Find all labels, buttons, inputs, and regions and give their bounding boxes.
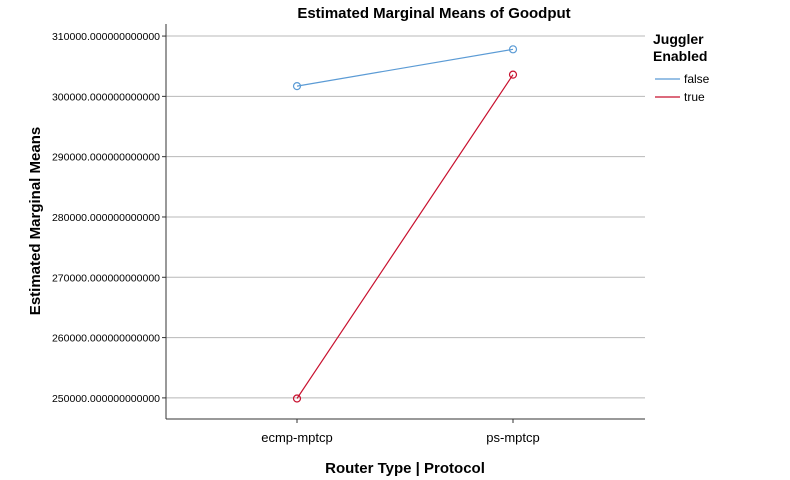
y-tick-label-270000: 270000.000000000000 [52, 272, 160, 284]
y-tick-labels: 250000.000000000000 260000.000000000000 27… [52, 31, 166, 405]
legend-title-line-2: Enabled [653, 48, 707, 64]
y-tick-label-300000: 300000.000000000000 [52, 91, 160, 103]
y-tick-label-290000: 290000.000000000000 [52, 152, 160, 164]
series-lines [292, 45, 518, 403]
x-tick-label-ecmp-mptcp: ecmp-mptcp [261, 430, 333, 445]
point-true-ecmp-mptcp [292, 394, 302, 403]
legend-label-true: true [684, 90, 705, 104]
series-line-false [296, 48, 514, 87]
x-tick-label-ps-mptcp: ps-mptcp [486, 430, 539, 445]
legend-title-line-1: Juggler [653, 31, 704, 47]
point-false-ps-mptcp [508, 45, 518, 54]
y-tick-label-280000: 280000.000000000000 [52, 212, 160, 224]
legend-items: false true [655, 72, 710, 104]
legend: Juggler Enabled false true [653, 31, 710, 104]
y-tick-label-260000: 260000.000000000000 [52, 333, 160, 345]
x-axis-title: Router Type | Protocol [325, 460, 485, 477]
point-false-ecmp-mptcp [292, 82, 302, 91]
series-line-true [296, 74, 514, 399]
grid-lines [166, 35, 645, 399]
y-axis-title: Estimated Marginal Means [27, 127, 44, 315]
chart-title: Estimated Marginal Means of Goodput [297, 5, 570, 22]
point-true-ps-mptcp [508, 70, 518, 79]
x-tick-labels: ecmp-mptcp ps-mptcp [261, 419, 540, 445]
y-tick-label-250000: 250000.000000000000 [52, 393, 160, 405]
legend-label-false: false [684, 72, 710, 86]
y-tick-label-310000: 310000.000000000000 [52, 31, 160, 43]
